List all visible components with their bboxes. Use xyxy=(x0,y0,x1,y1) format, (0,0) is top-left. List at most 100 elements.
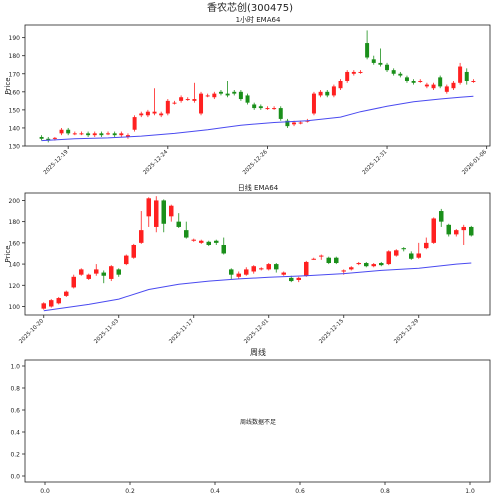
daily-xtick-label: 2025-11-17 xyxy=(168,318,195,345)
daily-candle-body xyxy=(101,272,106,276)
hourly-candle-body xyxy=(79,133,84,135)
hourly-candle-body xyxy=(232,91,237,94)
hourly-candle-body xyxy=(325,91,330,96)
hourly-candle-body xyxy=(365,43,370,58)
hourly-candle-body xyxy=(112,133,117,136)
hourly-candle-body xyxy=(385,64,390,71)
hourly-candle-body xyxy=(358,71,363,73)
hourly-candle-body xyxy=(238,91,243,100)
daily-plot-frame xyxy=(24,192,491,316)
weekly-ytick-label: 0.4 xyxy=(10,430,20,437)
figure-title: 香农芯创(300475) xyxy=(207,1,293,14)
daily-ytick-label: 100 xyxy=(9,304,21,311)
hourly-candle-body xyxy=(185,99,190,101)
hourly-candle-body xyxy=(52,137,57,139)
daily-candle-body xyxy=(71,276,76,288)
weekly-xtick-label: 0.4 xyxy=(210,488,220,495)
daily-candle-body xyxy=(266,264,271,270)
hourly-ylabel: Price xyxy=(4,77,12,94)
daily-candle-body xyxy=(334,257,339,264)
daily-candle-body xyxy=(161,200,166,224)
weekly-xtick-label: 1.0 xyxy=(465,488,475,495)
hourly-candle-body xyxy=(66,129,71,134)
hourly-candle-body xyxy=(99,133,104,136)
weekly-ytick-label: 0.0 xyxy=(10,474,20,481)
daily-candle-body xyxy=(341,270,346,272)
hourly-candle-body xyxy=(119,133,124,136)
weekly-ytick-label: 0.8 xyxy=(10,386,20,393)
weekly-xtick-label: 0.8 xyxy=(380,488,390,495)
daily-candle-body xyxy=(281,272,286,275)
daily-candle-body xyxy=(259,268,264,270)
daily-candle-body xyxy=(236,273,241,277)
daily-candle-body xyxy=(356,263,361,265)
daily-ytick-label: 160 xyxy=(9,240,21,247)
daily-candle-body xyxy=(169,205,174,217)
daily-xtick-label: 2025-12-29 xyxy=(393,318,420,345)
daily-candle-body xyxy=(371,264,376,267)
hourly-candle-body xyxy=(418,80,423,82)
hourly-candle-body xyxy=(212,93,217,98)
hourly-xtick-label: 2025-12-19 xyxy=(43,149,70,176)
daily-panel: 日线 EMA64 Price 100 120 140 160 180 200 2025-10… xyxy=(4,183,491,345)
weekly-empty-message: 周线数据不足 xyxy=(240,418,276,426)
weekly-plot-frame xyxy=(24,359,491,483)
daily-ytick-label: 180 xyxy=(9,219,21,226)
daily-candle-body xyxy=(319,255,324,257)
daily-xtick-label: 2025-11-03 xyxy=(93,318,120,345)
daily-candle-body xyxy=(274,264,279,270)
hourly-xtick-label: 2025-12-31 xyxy=(362,149,389,176)
hourly-ytick-label: 160 xyxy=(9,89,21,96)
hourly-candle-body xyxy=(272,108,277,110)
daily-xtick-label: 2025-10-20 xyxy=(18,318,45,345)
daily-candle-body xyxy=(191,239,196,241)
daily-candle-body xyxy=(461,226,466,231)
hourly-candle-body xyxy=(444,86,449,92)
hourly-panel-title: 1小时 EMA64 xyxy=(236,15,281,24)
hourly-candle-body xyxy=(199,93,204,114)
hourly-candle-body xyxy=(125,135,130,137)
daily-ytick-label: 200 xyxy=(9,198,21,205)
hourly-candle-body xyxy=(258,106,263,109)
daily-candle-body xyxy=(64,291,69,296)
weekly-ytick-label: 0.2 xyxy=(10,452,20,459)
hourly-ytick-label: 180 xyxy=(9,53,21,60)
hourly-candle-body xyxy=(86,133,91,136)
hourly-candle-body xyxy=(252,104,257,109)
weekly-panel-title: 周线 xyxy=(250,347,266,357)
hourly-ytick-label: 140 xyxy=(9,125,21,132)
daily-candle-body xyxy=(116,269,121,275)
daily-candle-body xyxy=(94,269,99,274)
daily-candle-body xyxy=(289,277,294,282)
hourly-candle-body xyxy=(39,136,44,139)
daily-candle-body xyxy=(214,240,219,243)
hourly-plot-frame xyxy=(24,24,491,147)
daily-candle-body xyxy=(79,269,84,275)
hourly-candle-body xyxy=(179,97,184,101)
daily-candle-body xyxy=(386,251,391,265)
daily-candle-body xyxy=(304,261,309,276)
daily-candle-body xyxy=(131,244,136,258)
hourly-candle-body xyxy=(145,111,150,116)
daily-candle-body xyxy=(446,224,451,235)
daily-candle-body xyxy=(416,253,421,258)
hourly-xtick-label: 2026-01-06 xyxy=(461,149,488,176)
hourly-candle-body xyxy=(411,80,416,83)
hourly-candle-body xyxy=(218,91,223,94)
weekly-ytick-label: 1.0 xyxy=(10,364,20,371)
daily-xtick-label: 2025-12-15 xyxy=(318,318,345,345)
hourly-candle-body xyxy=(371,59,376,63)
hourly-candle-body xyxy=(471,80,476,82)
daily-candle-body xyxy=(349,267,354,270)
daily-candle-body xyxy=(401,248,406,250)
hourly-candle-body xyxy=(305,120,310,122)
hourly-ytick-label: 190 xyxy=(9,35,21,42)
hourly-xtick-label: 2025-12-26 xyxy=(242,149,269,176)
weekly-xtick-label: 0.0 xyxy=(40,488,50,495)
hourly-xtick-label: 2025-12-24 xyxy=(142,149,169,176)
daily-candle-body xyxy=(154,200,159,227)
daily-candle-body xyxy=(56,298,61,304)
hourly-ema-line xyxy=(41,95,474,142)
